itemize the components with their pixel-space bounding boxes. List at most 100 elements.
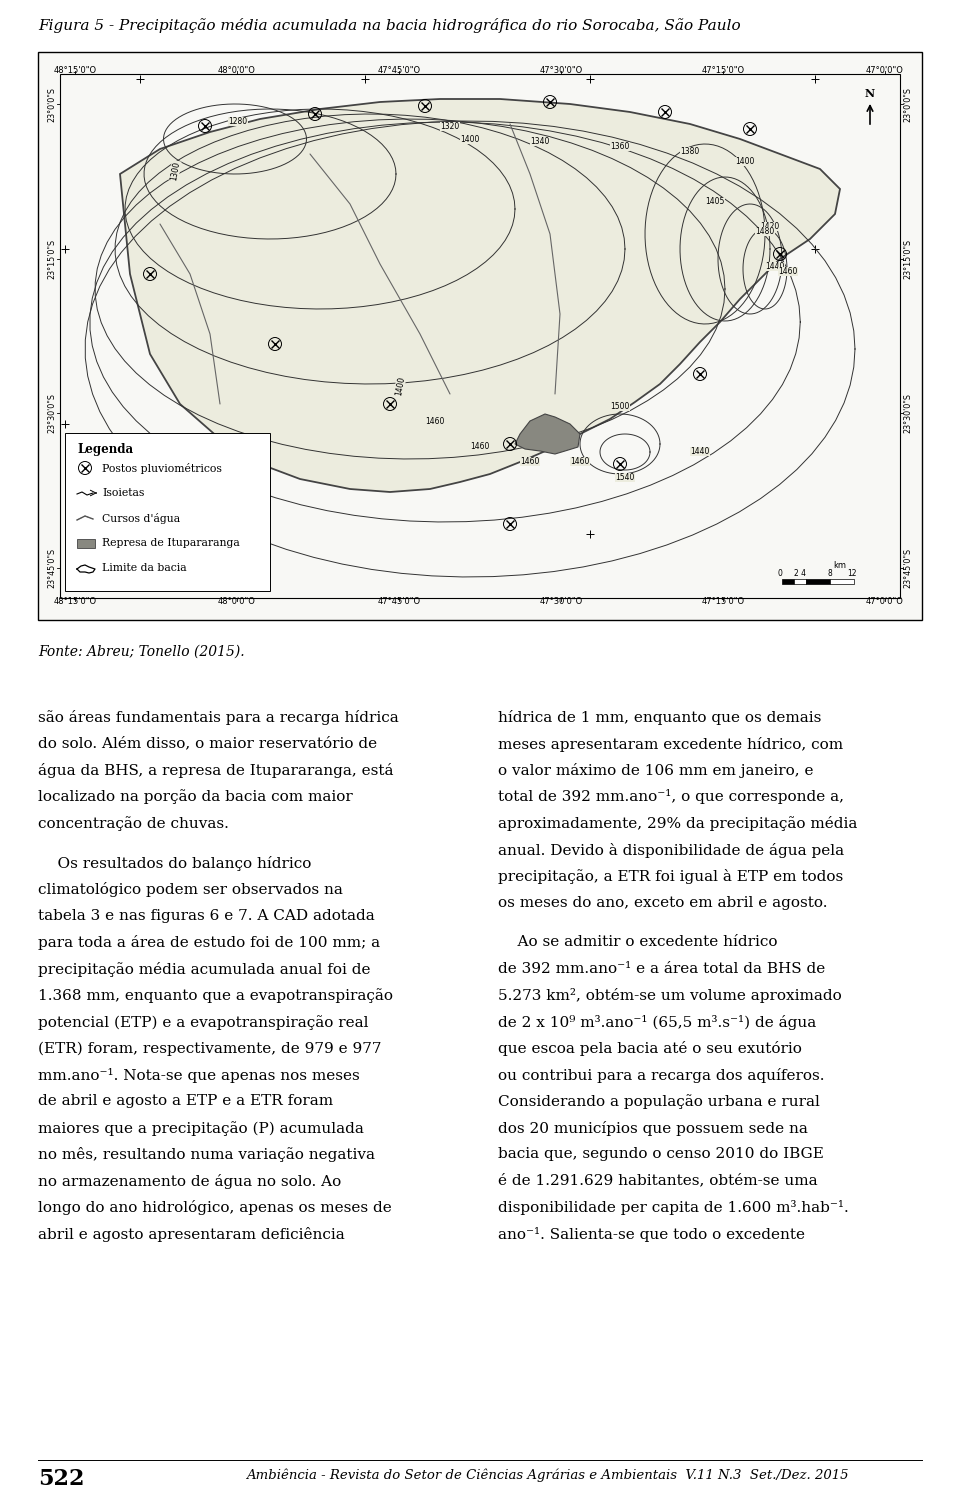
Text: 23°45'0"S: 23°45'0"S: [47, 548, 57, 588]
Text: 1420: 1420: [760, 223, 780, 230]
Text: Ao se admitir o excedente hídrico: Ao se admitir o excedente hídrico: [498, 935, 778, 950]
Text: 5.273 km², obtém-se um volume aproximado: 5.273 km², obtém-se um volume aproximado: [498, 989, 842, 1004]
Bar: [794, 579, 806, 584]
Text: 522: 522: [38, 1467, 84, 1490]
Text: 23°45'0"S: 23°45'0"S: [903, 548, 913, 588]
Text: 1340: 1340: [530, 137, 550, 146]
Polygon shape: [120, 99, 840, 492]
Text: de 2 x 10⁹ m³.ano⁻¹ (65,5 m³.s⁻¹) de água: de 2 x 10⁹ m³.ano⁻¹ (65,5 m³.s⁻¹) de águ…: [498, 1014, 816, 1029]
Text: Cursos d'água: Cursos d'água: [102, 513, 180, 524]
Text: Ambiência - Revista do Setor de Ciências Agrárias e Ambientais  V.11 N.3  Set./D: Ambiência - Revista do Setor de Ciências…: [246, 1467, 849, 1481]
Text: 1460: 1460: [778, 266, 798, 275]
Text: maiores que a precipitação (P) acumulada: maiores que a precipitação (P) acumulada: [38, 1121, 364, 1136]
Text: dos 20 municípios que possuem sede na: dos 20 municípios que possuem sede na: [498, 1121, 808, 1136]
Text: no armazenamento de água no solo. Ao: no armazenamento de água no solo. Ao: [38, 1174, 341, 1189]
Text: Considerando a população urbana e rural: Considerando a população urbana e rural: [498, 1094, 820, 1109]
Text: Isoietas: Isoietas: [102, 488, 144, 498]
Text: 1.368 mm, enquanto que a evapotranspiração: 1.368 mm, enquanto que a evapotranspiraç…: [38, 989, 393, 1004]
Text: 23°15'0"S: 23°15'0"S: [47, 239, 57, 278]
Text: água da BHS, a represa de Itupararanga, está: água da BHS, a represa de Itupararanga, …: [38, 763, 394, 778]
Bar: [806, 579, 830, 584]
Text: ano⁻¹. Salienta-se que todo o excedente: ano⁻¹. Salienta-se que todo o excedente: [498, 1227, 805, 1242]
Polygon shape: [515, 414, 580, 455]
Text: potencial (ETP) e a evapotranspiração real: potencial (ETP) e a evapotranspiração re…: [38, 1014, 369, 1029]
Text: 1400: 1400: [460, 135, 480, 144]
Text: km: km: [833, 561, 847, 570]
Text: (ETR) foram, respectivamente, de 979 e 977: (ETR) foram, respectivamente, de 979 e 9…: [38, 1041, 381, 1055]
Text: são áreas fundamentais para a recarga hídrica: são áreas fundamentais para a recarga hí…: [38, 710, 398, 725]
Text: 1380: 1380: [681, 147, 700, 157]
Text: Figura 5 - Precipitação média acumulada na bacia hidrográfica do rio Sorocaba, S: Figura 5 - Precipitação média acumulada …: [38, 18, 740, 33]
Text: 23°0'0"S: 23°0'0"S: [903, 86, 913, 122]
Text: 47°0'0"O: 47°0'0"O: [866, 66, 904, 75]
Text: 47°30'0"O: 47°30'0"O: [540, 597, 583, 607]
Text: 1460: 1460: [520, 458, 540, 467]
Text: Postos pluviométricos: Postos pluviométricos: [102, 462, 222, 474]
Text: 1320: 1320: [441, 122, 460, 131]
Text: Os resultados do balanço hídrico: Os resultados do balanço hídrico: [38, 856, 311, 871]
Text: 48°15'0"O: 48°15'0"O: [54, 597, 97, 607]
Text: mm.ano⁻¹. Nota-se que apenas nos meses: mm.ano⁻¹. Nota-se que apenas nos meses: [38, 1067, 360, 1082]
Text: para toda a área de estudo foi de 100 mm; a: para toda a área de estudo foi de 100 mm…: [38, 935, 380, 950]
Text: 48°15'0"O: 48°15'0"O: [54, 66, 97, 75]
Text: é de 1.291.629 habitantes, obtém-se uma: é de 1.291.629 habitantes, obtém-se uma: [498, 1174, 818, 1187]
Bar: [77, 539, 95, 548]
Text: do solo. Além disso, o maior reservatório de: do solo. Além disso, o maior reservatóri…: [38, 736, 377, 751]
Text: total de 392 mm.ano⁻¹, o que corresponde a,: total de 392 mm.ano⁻¹, o que corresponde…: [498, 790, 844, 805]
Text: 47°45'0"O: 47°45'0"O: [377, 66, 420, 75]
Text: de abril e agosto a ETP e a ETR foram: de abril e agosto a ETP e a ETR foram: [38, 1094, 333, 1108]
Text: 47°15'0"O: 47°15'0"O: [702, 597, 745, 607]
Text: Fonte: Abreu; Tonello (2015).: Fonte: Abreu; Tonello (2015).: [38, 646, 245, 659]
Text: 1400: 1400: [735, 157, 755, 166]
Text: o valor máximo de 106 mm em janeiro, e: o valor máximo de 106 mm em janeiro, e: [498, 763, 813, 778]
Text: 1500: 1500: [611, 402, 630, 411]
Text: hídrica de 1 mm, enquanto que os demais: hídrica de 1 mm, enquanto que os demais: [498, 710, 822, 725]
Text: Legenda: Legenda: [77, 442, 133, 456]
Text: 47°30'0"O: 47°30'0"O: [540, 66, 583, 75]
Text: 2 4: 2 4: [794, 569, 806, 578]
Bar: [830, 579, 854, 584]
Text: 23°15'0"S: 23°15'0"S: [903, 239, 913, 278]
Text: longo do ano hidrológico, apenas os meses de: longo do ano hidrológico, apenas os mese…: [38, 1201, 392, 1215]
Text: meses apresentaram excedente hídrico, com: meses apresentaram excedente hídrico, co…: [498, 736, 843, 751]
Text: 1360: 1360: [611, 141, 630, 150]
Text: no mês, resultando numa variação negativa: no mês, resultando numa variação negativ…: [38, 1147, 375, 1162]
Text: 1460: 1460: [425, 417, 444, 426]
Text: aproximadamente, 29% da precipitação média: aproximadamente, 29% da precipitação méd…: [498, 816, 857, 831]
Text: de 392 mm.ano⁻¹ e a área total da BHS de: de 392 mm.ano⁻¹ e a área total da BHS de: [498, 962, 826, 975]
Text: 23°30'0"S: 23°30'0"S: [47, 393, 57, 433]
Text: climatológico podem ser observados na: climatológico podem ser observados na: [38, 882, 343, 897]
Text: 1300: 1300: [169, 161, 181, 181]
Text: 48°0'0"O: 48°0'0"O: [218, 597, 256, 607]
Text: os meses do ano, exceto em abril e agosto.: os meses do ano, exceto em abril e agost…: [498, 895, 828, 909]
Text: ou contribui para a recarga dos aquíferos.: ou contribui para a recarga dos aquífero…: [498, 1067, 825, 1082]
Text: concentração de chuvas.: concentração de chuvas.: [38, 816, 228, 831]
Text: 1540: 1540: [615, 473, 635, 482]
Text: 23°0'0"S: 23°0'0"S: [47, 86, 57, 122]
Text: 1480: 1480: [756, 227, 775, 236]
Text: 1440: 1440: [765, 262, 784, 271]
Text: tabela 3 e nas figuras 6 e 7. A CAD adotada: tabela 3 e nas figuras 6 e 7. A CAD adot…: [38, 909, 374, 923]
Text: Limite da bacia: Limite da bacia: [102, 563, 186, 573]
Text: 47°45'0"O: 47°45'0"O: [377, 597, 420, 607]
Bar: [38, 53, 922, 620]
Text: 0: 0: [778, 569, 782, 578]
Text: 1405: 1405: [706, 197, 725, 206]
Text: disponibilidade per capita de 1.600 m³.hab⁻¹.: disponibilidade per capita de 1.600 m³.h…: [498, 1201, 849, 1215]
Text: N: N: [865, 87, 876, 99]
Text: Represa de Itupararanga: Represa de Itupararanga: [102, 537, 240, 548]
Text: localizado na porção da bacia com maior: localizado na porção da bacia com maior: [38, 790, 352, 804]
Text: 8: 8: [828, 569, 832, 578]
Text: bacia que, segundo o censo 2010 do IBGE: bacia que, segundo o censo 2010 do IBGE: [498, 1147, 824, 1162]
Bar: [65, 433, 270, 591]
Text: 23°30'0"S: 23°30'0"S: [903, 393, 913, 433]
Text: precipitação média acumulada anual foi de: precipitação média acumulada anual foi d…: [38, 962, 371, 977]
Text: anual. Devido à disponibilidade de água pela: anual. Devido à disponibilidade de água …: [498, 843, 844, 858]
Text: 12: 12: [848, 569, 856, 578]
Text: 1400: 1400: [394, 375, 406, 396]
Text: abril e agosto apresentaram deficiência: abril e agosto apresentaram deficiência: [38, 1227, 345, 1242]
Bar: [60, 74, 900, 597]
Text: 1280: 1280: [228, 117, 248, 126]
Text: 1460: 1460: [570, 458, 589, 467]
Text: 48°0'0"O: 48°0'0"O: [218, 66, 256, 75]
